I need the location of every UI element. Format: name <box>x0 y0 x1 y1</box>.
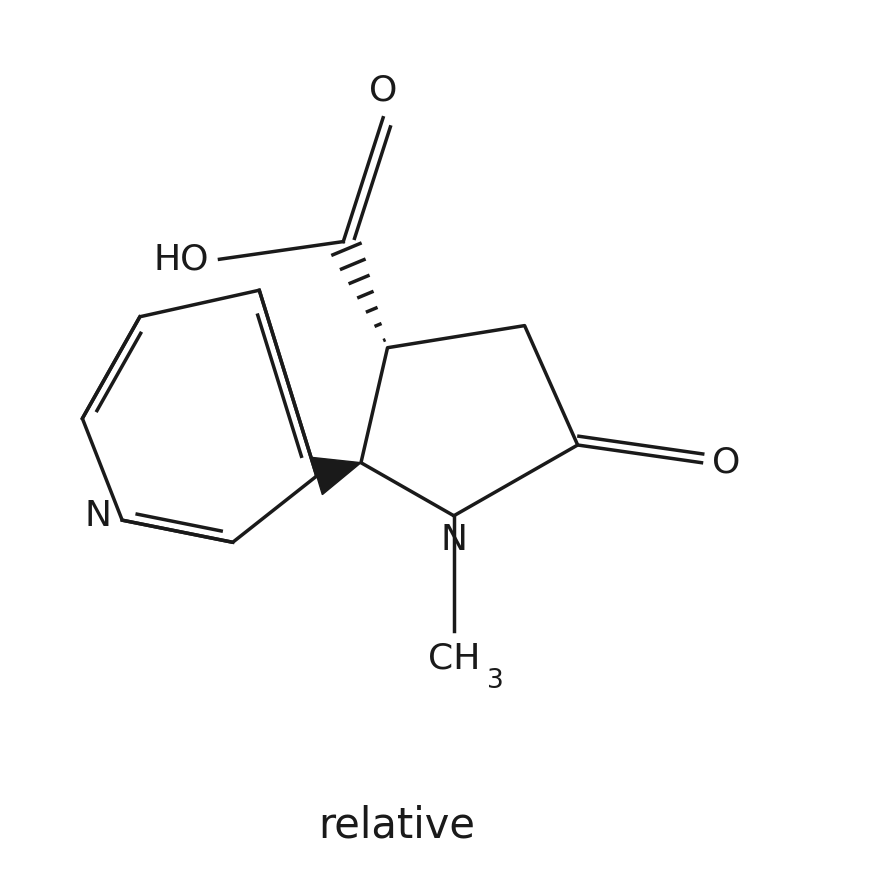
Text: N: N <box>441 522 467 557</box>
Text: O: O <box>712 446 740 480</box>
Text: 3: 3 <box>488 668 505 694</box>
Polygon shape <box>312 457 361 495</box>
Text: HO: HO <box>153 242 209 276</box>
Text: CH: CH <box>428 642 480 676</box>
Text: N: N <box>85 498 111 533</box>
Text: relative: relative <box>318 805 475 846</box>
Text: O: O <box>368 73 397 107</box>
